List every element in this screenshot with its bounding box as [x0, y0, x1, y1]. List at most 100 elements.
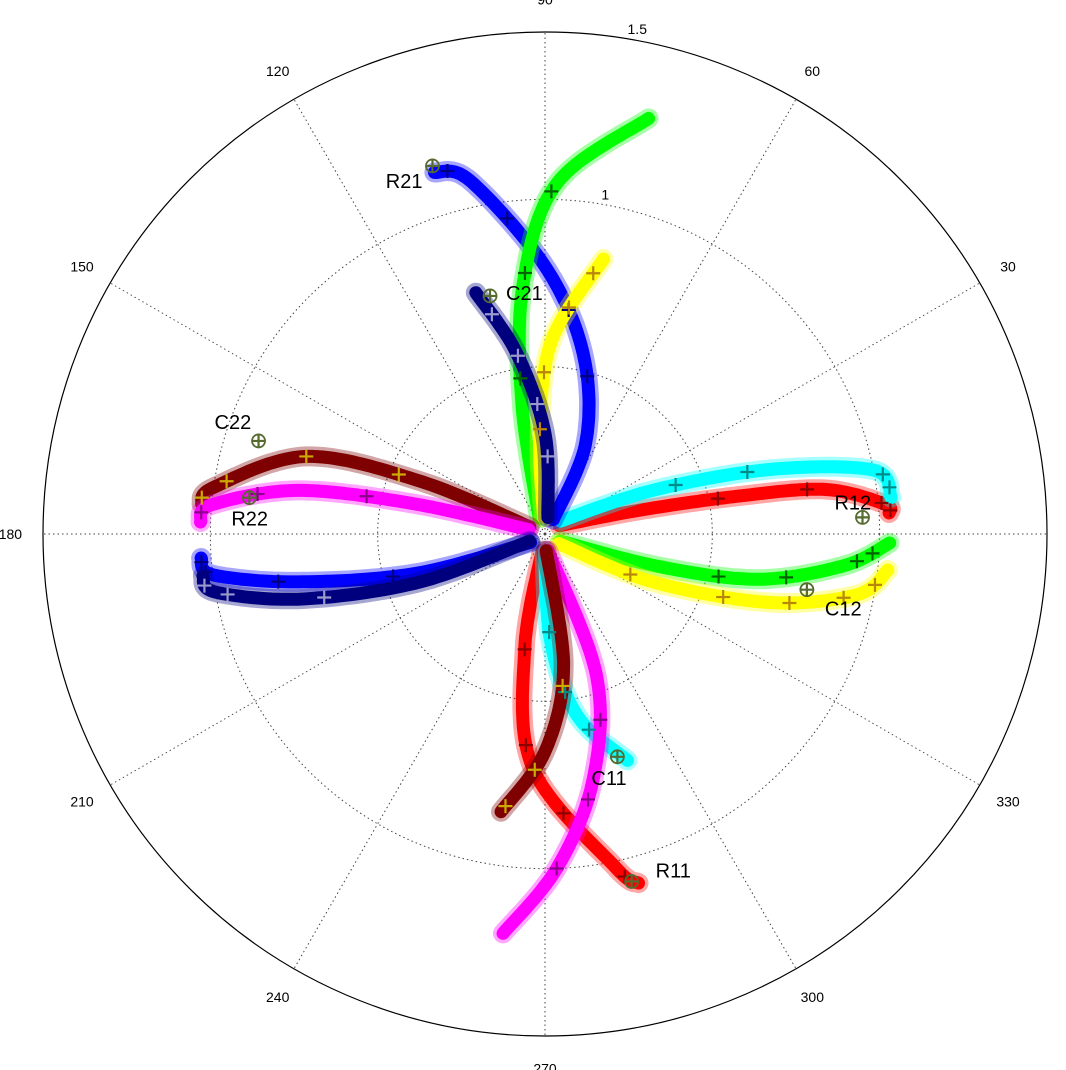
plus-marker [865, 546, 880, 561]
plus-marker [556, 806, 571, 821]
plus-marker [555, 678, 570, 693]
plus-marker [220, 587, 235, 602]
plus-marker [194, 555, 209, 570]
plus-marker [593, 712, 608, 727]
plus-marker [716, 590, 731, 605]
series-cloud [494, 544, 571, 819]
plus-marker [782, 596, 797, 611]
series-cloud [469, 286, 555, 524]
outer-circle [42, 31, 1048, 1037]
plus-marker [558, 685, 573, 700]
annotation-label: R22 [231, 509, 268, 531]
plus-marker [219, 474, 234, 489]
plus-marker [581, 792, 596, 807]
angular-gridline [293, 99, 546, 535]
angle-tick-label: 210 [70, 793, 94, 809]
plus-marker [875, 467, 890, 482]
plus-marker [250, 487, 265, 502]
plus-marker [779, 570, 794, 585]
angle-tick-label: 240 [266, 989, 290, 1005]
plus-marker [517, 642, 532, 657]
plus-marker [527, 762, 542, 777]
radial-tick-label: 1 [601, 186, 609, 202]
plus-marker [836, 590, 851, 605]
angle-tick-label: 330 [996, 793, 1020, 809]
plus-marker [518, 738, 533, 753]
annotation-label: R21 [386, 171, 423, 193]
plus-marker [855, 510, 870, 525]
plus-marker [883, 503, 898, 518]
plus-marker [537, 365, 552, 380]
plus-marker [740, 465, 755, 480]
plus-marker [517, 265, 532, 280]
plus-marker [386, 569, 401, 584]
annotation-label: R11 [656, 860, 691, 882]
plus-marker [197, 578, 212, 593]
annotation-label: R12 [834, 492, 871, 514]
plus-marker [271, 574, 286, 589]
plus-marker [198, 564, 213, 579]
plus-marker [799, 582, 814, 597]
series-cloud [552, 537, 895, 610]
plus-marker [542, 625, 557, 640]
plus-marker [194, 490, 209, 505]
plus-marker [510, 348, 525, 363]
angle-tick-label: 120 [266, 63, 290, 79]
annotation-label: C11 [591, 768, 626, 790]
plus-marker [530, 397, 545, 412]
plus-marker [317, 590, 332, 605]
plus-marker [668, 477, 683, 492]
angle-tick-label: 30 [1000, 259, 1016, 275]
plus-marker [391, 467, 406, 482]
plus-marker [532, 422, 547, 437]
plus-marker [580, 369, 595, 384]
plus-marker [582, 722, 597, 737]
plus-marker [544, 184, 559, 199]
plus-marker [561, 300, 576, 315]
angle-tick-label: 180 [0, 526, 22, 542]
annotation-label: C22 [215, 412, 252, 434]
plus-marker [540, 449, 555, 464]
plus-marker [500, 211, 515, 226]
plus-marker [849, 554, 864, 569]
plus-marker [194, 505, 209, 520]
angle-tick-label: 270 [533, 1061, 557, 1070]
series-cloud [533, 252, 610, 524]
angle-tick-label: 150 [70, 259, 94, 275]
angle-tick-label: 90 [537, 0, 553, 7]
series-cloud [553, 534, 897, 586]
plus-marker [440, 164, 455, 179]
data-markers [194, 164, 898, 884]
data-series [190, 108, 902, 944]
plus-marker [882, 480, 897, 495]
plus-marker [874, 495, 889, 510]
annotations: R12 C12 C11 R11 R21 C21 C22 R22 [215, 158, 871, 889]
series-cloud [496, 544, 607, 940]
plus-marker [483, 288, 498, 303]
annotation-label: C21 [506, 283, 543, 305]
plus-marker [610, 749, 625, 764]
plus-marker [498, 799, 513, 814]
angle-tick-label: 60 [805, 63, 821, 79]
plus-marker [800, 482, 815, 497]
plus-marker [359, 489, 374, 504]
plus-marker [710, 491, 725, 506]
plus-marker [425, 158, 440, 173]
plus-marker [513, 371, 528, 386]
plus-marker [549, 861, 564, 876]
plus-marker [251, 433, 266, 448]
series-cloud [512, 111, 656, 525]
plus-marker [299, 449, 314, 464]
series-cloud [553, 482, 898, 533]
plus-marker [711, 569, 726, 584]
angle-tick-label: 300 [801, 989, 825, 1005]
radial-tick-label: 1.5 [628, 21, 648, 37]
plus-marker [586, 266, 601, 281]
plus-marker [242, 490, 257, 505]
plus-marker [624, 874, 639, 889]
plus-marker [867, 577, 882, 592]
series-cloud [553, 460, 898, 528]
annotation-label: C12 [825, 599, 862, 621]
